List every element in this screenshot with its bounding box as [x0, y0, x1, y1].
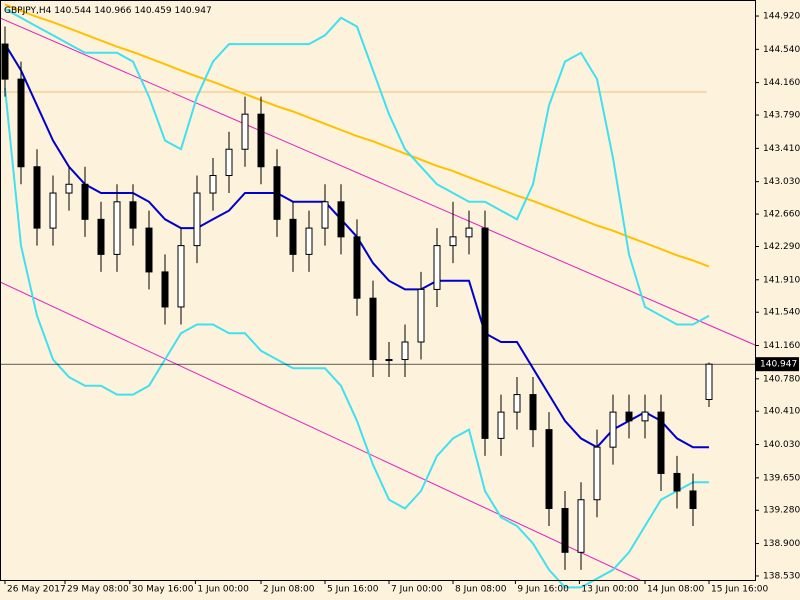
x-tick-label: 14 Jun 08:00: [647, 585, 704, 595]
candle-body: [401, 341, 409, 361]
header-high: 140.966: [94, 6, 131, 16]
candle-body: [689, 490, 697, 509]
y-tick-label: 138.900: [763, 539, 800, 549]
x-tick-label: 15 Jun 16:00: [711, 585, 768, 595]
symbol: GBPJPY,H4: [4, 6, 52, 16]
candle-body: [1, 43, 9, 80]
candle-body: [97, 218, 105, 255]
y-tick-label: 144.920: [763, 12, 800, 22]
candle-body: [193, 192, 201, 247]
y-tick-label: 141.910: [763, 275, 800, 285]
candle-body: [81, 183, 89, 220]
candle-body: [385, 359, 393, 362]
candle-body: [593, 446, 601, 501]
candle-body: [577, 499, 585, 553]
x-tick-label: 7 Jun 00:00: [391, 585, 443, 595]
candle-body: [161, 271, 169, 308]
candle-body: [289, 218, 297, 255]
x-tick-label: 29 May 08:00: [67, 585, 129, 595]
candle-body: [273, 166, 281, 220]
candle-body: [241, 113, 249, 150]
y-tick-label: 140.780: [763, 374, 800, 384]
candle-body: [449, 236, 457, 247]
x-tick-label: 13 Jun 00:00: [581, 585, 638, 595]
candle-body: [625, 411, 633, 422]
candle-body: [225, 148, 233, 177]
candle-body: [497, 411, 505, 439]
y-tick-label: 142.660: [763, 210, 800, 220]
candle-body: [49, 192, 57, 229]
candle-body: [337, 201, 345, 238]
x-tick-label: 30 May 16:00: [132, 585, 194, 595]
candle-body: [177, 245, 185, 308]
candle-body: [209, 175, 217, 194]
x-tick-label: 9 Jun 16:00: [517, 585, 569, 595]
y-tick-label: 144.160: [763, 78, 800, 88]
y-tick-label: 141.540: [763, 308, 800, 318]
y-tick-label: 143.410: [763, 144, 800, 154]
candle-body: [481, 227, 489, 439]
y-tick-label: 139.650: [763, 473, 800, 483]
x-tick-label: 5 Jun 16:00: [327, 585, 379, 595]
last-price-label: 140.947: [760, 360, 797, 370]
x-tick-label: 2 Jun 08:00: [263, 585, 315, 595]
candle-body: [673, 472, 681, 492]
x-tick-label: 26 May 2017: [7, 585, 66, 595]
candle-body: [113, 201, 121, 255]
y-tick-label: 140.030: [763, 440, 800, 450]
indicator-line: [4, 87, 709, 589]
candle-body: [257, 113, 265, 168]
y-tick-label: 143.790: [763, 111, 800, 121]
header-open: 140.544: [54, 6, 91, 16]
candle-body: [529, 394, 537, 431]
x-tick-label: 8 Jun 08:00: [455, 585, 507, 595]
candle-body: [417, 288, 425, 343]
header-low: 140.459: [134, 6, 171, 16]
plot-frame: [0, 0, 756, 581]
y-tick-label: 144.540: [763, 45, 800, 55]
candle-body: [705, 363, 713, 400]
y-tick-label: 141.160: [763, 341, 800, 351]
y-tick-label: 142.290: [763, 242, 800, 252]
indicator-line: [4, 8, 710, 326]
candle-body: [353, 236, 361, 299]
trend-line: [0, 17, 756, 346]
candle-body: [657, 411, 665, 474]
candle-body: [641, 411, 649, 422]
candle-body: [145, 227, 153, 273]
header-close: 140.947: [174, 6, 211, 16]
trend-line: [0, 281, 641, 581]
candle-body: [465, 227, 473, 238]
candle-body: [433, 245, 441, 290]
plot: [0, 3, 755, 589]
candle-body: [321, 201, 329, 229]
chart-header: GBPJPY,H4 140.544 140.966 140.459 140.94…: [4, 6, 212, 16]
last-price-box: [756, 357, 799, 372]
candle-body: [513, 394, 521, 413]
y-tick-label: 139.280: [763, 506, 800, 516]
candle-body: [129, 201, 137, 229]
candle-body: [305, 227, 313, 255]
y-tick-label: 143.030: [763, 177, 800, 187]
candle-body: [369, 297, 377, 361]
y-tick-label: 138.530: [763, 571, 800, 581]
indicator-line: [4, 3, 710, 268]
y-tick-label: 140.410: [763, 407, 800, 417]
candle-body: [33, 166, 41, 229]
candle-body: [561, 507, 569, 553]
candle-body: [65, 183, 73, 194]
candle-body: [17, 78, 25, 168]
candle-body: [609, 411, 617, 448]
x-tick-label: 1 Jun 00:00: [197, 585, 249, 595]
candle-body: [545, 429, 553, 509]
